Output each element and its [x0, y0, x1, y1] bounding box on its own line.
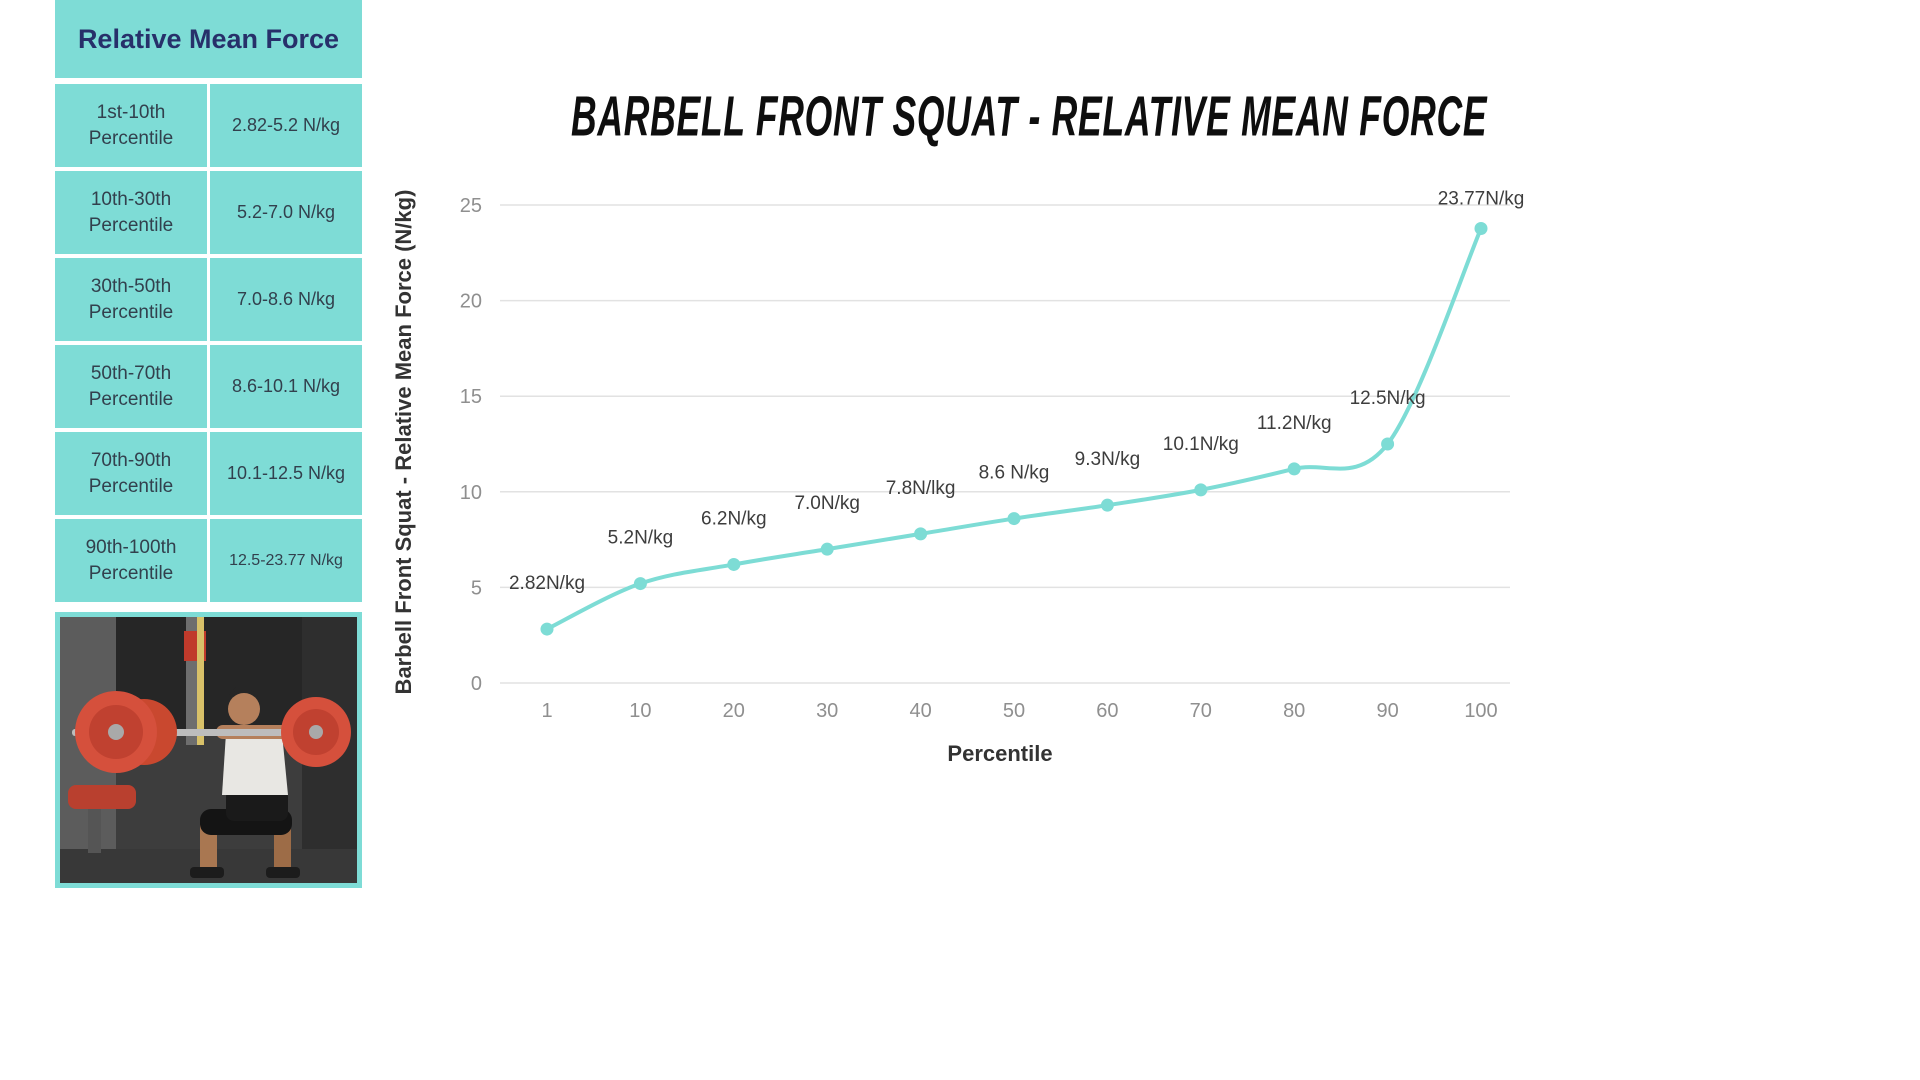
point-label: 7.0N/kg [794, 493, 859, 514]
percentile-range: 30th-50th Percentile [55, 258, 207, 341]
x-tick-label: 100 [1464, 700, 1497, 722]
force-value: 12.5-23.77 N/kg [210, 519, 362, 602]
percentile-table: Relative Mean Force 1st-10th Percentile … [55, 0, 362, 606]
line-series [545, 226, 1483, 632]
force-value: 2.82-5.2 N/kg [210, 84, 362, 167]
point-label: 8.6 N/kg [979, 463, 1050, 484]
percentile-range: 10th-30th Percentile [55, 171, 207, 254]
x-tick-label: 1 [541, 700, 552, 722]
y-tick-label: 15 [460, 386, 482, 408]
data-point[interactable] [1381, 437, 1395, 451]
x-tick-label: 70 [1190, 700, 1212, 722]
data-point[interactable] [540, 622, 554, 636]
table-row: 90th-100th Percentile 12.5-23.77 N/kg [55, 519, 362, 602]
table-row: 50th-70th Percentile 8.6-10.1 N/kg [55, 345, 362, 428]
x-tick-label: 40 [909, 700, 931, 722]
y-tick-label: 25 [460, 195, 482, 217]
point-label: 11.2N/kg [1257, 413, 1332, 434]
table-row: 1st-10th Percentile 2.82-5.2 N/kg [55, 84, 362, 167]
data-point[interactable] [1007, 512, 1021, 526]
percentile-range: 70th-90th Percentile [55, 432, 207, 515]
point-label: 7.8N/lkg [886, 478, 956, 499]
y-tick-label: 0 [471, 673, 482, 695]
data-point[interactable] [633, 577, 647, 591]
x-tick-label: 80 [1283, 700, 1305, 722]
chart-title: BARBELL FRONT SQUAT - RELATIVE MEAN FORC… [570, 86, 1488, 149]
chart-title-container: BARBELL FRONT SQUAT - RELATIVE MEAN FORC… [410, 86, 1530, 157]
line-chart: 0 5 10 15 20 25 1 10 20 30 40 50 60 70 80 90 100 2.82N/kg… [440, 160, 1560, 810]
data-point[interactable] [1287, 462, 1301, 476]
data-point[interactable] [727, 557, 741, 571]
x-tick-label: 10 [629, 700, 651, 722]
data-point[interactable] [1100, 498, 1114, 512]
x-tick-label: 60 [1096, 700, 1118, 722]
x-tick-label: 20 [723, 700, 745, 722]
x-tick-label: 90 [1376, 700, 1398, 722]
point-label: 10.1N/kg [1163, 434, 1239, 455]
table-title: Relative Mean Force [55, 0, 362, 78]
point-label: 9.3N/kg [1075, 449, 1140, 470]
x-tick-label: 50 [1003, 700, 1025, 722]
y-tick-label: 10 [460, 482, 482, 504]
data-point[interactable] [820, 542, 834, 556]
force-value: 10.1-12.5 N/kg [210, 432, 362, 515]
chart-svg: 0 5 10 15 20 25 1 10 20 30 40 50 60 70 80 90 100 2.82N/kg… [460, 189, 1525, 722]
force-value: 5.2-7.0 N/kg [210, 171, 362, 254]
table-row: 70th-90th Percentile 10.1-12.5 N/kg [55, 432, 362, 515]
point-label: 23.77N/kg [1438, 189, 1525, 210]
y-axis-label: Barbell Front Squat - Relative Mean Forc… [391, 189, 416, 695]
table-row: 10th-30th Percentile 5.2-7.0 N/kg [55, 171, 362, 254]
point-label: 12.5N/kg [1350, 388, 1426, 409]
point-label: 6.2N/kg [701, 508, 766, 529]
point-label: 5.2N/kg [608, 528, 673, 549]
force-value: 7.0-8.6 N/kg [210, 258, 362, 341]
x-axis-label: Percentile [947, 741, 1053, 766]
table-row: 30th-50th Percentile 7.0-8.6 N/kg [55, 258, 362, 341]
y-tick-label: 20 [460, 291, 482, 313]
point-label: 2.82N/kg [509, 573, 585, 594]
percentile-range: 50th-70th Percentile [55, 345, 207, 428]
data-point[interactable] [1474, 222, 1488, 236]
percentile-range: 1st-10th Percentile [55, 84, 207, 167]
data-point[interactable] [914, 527, 928, 541]
front-squat-photo [55, 612, 362, 888]
y-tick-label: 5 [471, 577, 482, 599]
percentile-range: 90th-100th Percentile [55, 519, 207, 602]
data-point[interactable] [1194, 483, 1208, 497]
front-squat-illustration [60, 617, 357, 883]
x-tick-label: 30 [816, 700, 838, 722]
force-value: 8.6-10.1 N/kg [210, 345, 362, 428]
